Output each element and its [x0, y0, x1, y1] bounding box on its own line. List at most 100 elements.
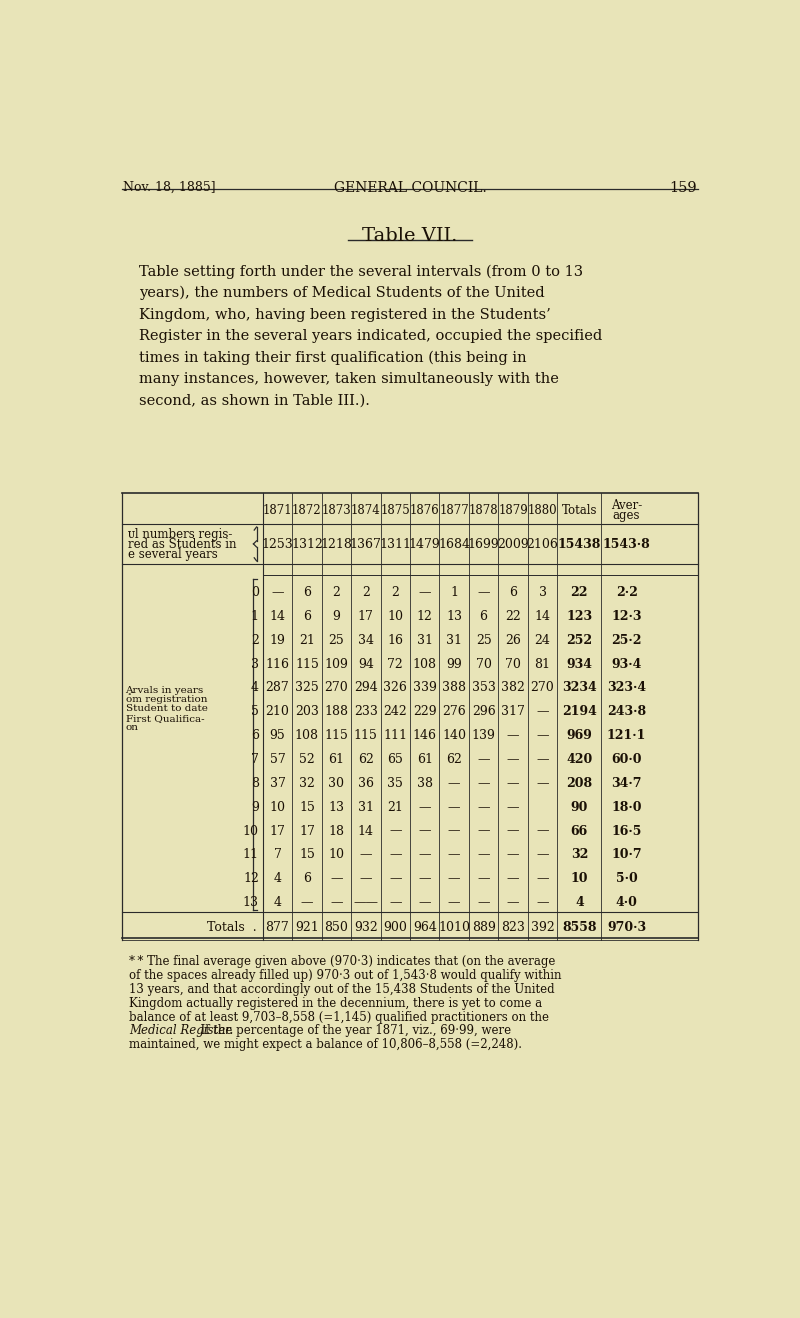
Text: Table VII.: Table VII. [362, 228, 458, 245]
Text: 11: 11 [243, 849, 259, 862]
Text: 10: 10 [270, 801, 286, 813]
Text: 5: 5 [251, 705, 259, 718]
Text: ages: ages [613, 509, 640, 522]
Text: 4·0: 4·0 [616, 896, 638, 909]
Text: 36: 36 [358, 776, 374, 789]
Text: 13: 13 [328, 801, 344, 813]
Text: 21: 21 [299, 634, 315, 647]
Text: —: — [478, 849, 490, 862]
Text: Kingdom, who, having been registered in the Students’: Kingdom, who, having been registered in … [138, 307, 550, 322]
Text: 25: 25 [329, 634, 344, 647]
Text: 3234: 3234 [562, 681, 597, 695]
Text: Register in the several years indicated, occupied the specified: Register in the several years indicated,… [138, 330, 602, 343]
Text: 25·2: 25·2 [611, 634, 642, 647]
Text: —: — [536, 729, 549, 742]
Text: 93·4: 93·4 [611, 658, 642, 671]
Text: 1873: 1873 [322, 503, 351, 517]
Text: 934: 934 [566, 658, 592, 671]
Text: 17: 17 [358, 610, 374, 623]
Text: 35: 35 [387, 776, 403, 789]
Text: Totals: Totals [562, 503, 597, 517]
Text: 964: 964 [413, 921, 437, 934]
Text: 6: 6 [303, 610, 311, 623]
Text: 1872: 1872 [292, 503, 322, 517]
Text: 21: 21 [387, 801, 403, 813]
Text: 14: 14 [534, 610, 550, 623]
Text: 932: 932 [354, 921, 378, 934]
Text: 38: 38 [417, 776, 433, 789]
Text: 889: 889 [472, 921, 495, 934]
Text: —: — [389, 896, 402, 909]
Text: —: — [507, 896, 519, 909]
Text: 8558: 8558 [562, 921, 597, 934]
Text: 1699: 1699 [468, 538, 499, 551]
Text: 1876: 1876 [410, 503, 440, 517]
Text: 57: 57 [270, 753, 286, 766]
Text: 252: 252 [566, 634, 593, 647]
Text: 877: 877 [266, 921, 290, 934]
Text: 270: 270 [530, 681, 554, 695]
Text: —: — [507, 825, 519, 838]
Text: 3: 3 [538, 587, 546, 598]
Text: 94: 94 [358, 658, 374, 671]
Text: 323·4: 323·4 [607, 681, 646, 695]
Text: 61: 61 [417, 753, 433, 766]
Text: 139: 139 [472, 729, 495, 742]
Text: 1: 1 [450, 587, 458, 598]
Text: —: — [448, 825, 461, 838]
Text: ——: —— [354, 896, 378, 909]
Text: 34: 34 [358, 634, 374, 647]
Text: First Qualifica-: First Qualifica- [126, 714, 204, 722]
Text: —: — [359, 849, 372, 862]
Text: 317: 317 [501, 705, 525, 718]
Text: 115: 115 [354, 729, 378, 742]
Text: 95: 95 [270, 729, 286, 742]
Text: —: — [536, 849, 549, 862]
Text: 6: 6 [251, 729, 259, 742]
Text: —: — [448, 801, 461, 813]
Text: 15: 15 [299, 849, 315, 862]
Text: —: — [389, 873, 402, 886]
Text: 81: 81 [534, 658, 550, 671]
Text: 276: 276 [442, 705, 466, 718]
Text: Table setting forth under the several intervals (from 0 to 13: Table setting forth under the several in… [138, 265, 583, 279]
Text: 1875: 1875 [381, 503, 410, 517]
Text: 1871: 1871 [262, 503, 292, 517]
Text: 6: 6 [303, 587, 311, 598]
Text: —: — [478, 753, 490, 766]
Text: maintained, we might expect a balance of 10,806–8,558 (=2,248).: maintained, we might expect a balance of… [130, 1039, 522, 1052]
Text: 16·5: 16·5 [611, 825, 642, 838]
Text: 109: 109 [325, 658, 348, 671]
Text: 9: 9 [251, 801, 259, 813]
Text: —: — [507, 753, 519, 766]
Text: 62: 62 [358, 753, 374, 766]
Text: 70: 70 [505, 658, 521, 671]
Text: —: — [418, 801, 431, 813]
Text: —: — [389, 825, 402, 838]
Text: —: — [536, 776, 549, 789]
Text: —: — [478, 776, 490, 789]
Text: 116: 116 [266, 658, 290, 671]
Text: 353: 353 [472, 681, 495, 695]
Text: Medical Register.: Medical Register. [130, 1024, 234, 1037]
Text: 188: 188 [324, 705, 348, 718]
Text: 7: 7 [251, 753, 259, 766]
Text: 90: 90 [570, 801, 588, 813]
Text: 4: 4 [274, 873, 282, 886]
Text: 10·7: 10·7 [611, 849, 642, 862]
Text: 203: 203 [295, 705, 319, 718]
Text: —: — [478, 801, 490, 813]
Text: 12: 12 [243, 873, 259, 886]
Text: 115: 115 [325, 729, 348, 742]
Text: 10: 10 [570, 873, 588, 886]
Text: 2194: 2194 [562, 705, 597, 718]
Text: 4: 4 [251, 681, 259, 695]
Text: —: — [418, 873, 431, 886]
Text: 2009: 2009 [498, 538, 529, 551]
Text: e several years: e several years [128, 548, 218, 560]
Text: 159: 159 [669, 182, 697, 195]
Text: 37: 37 [270, 776, 286, 789]
Text: —: — [478, 896, 490, 909]
Text: 31: 31 [446, 634, 462, 647]
Text: 3: 3 [251, 658, 259, 671]
